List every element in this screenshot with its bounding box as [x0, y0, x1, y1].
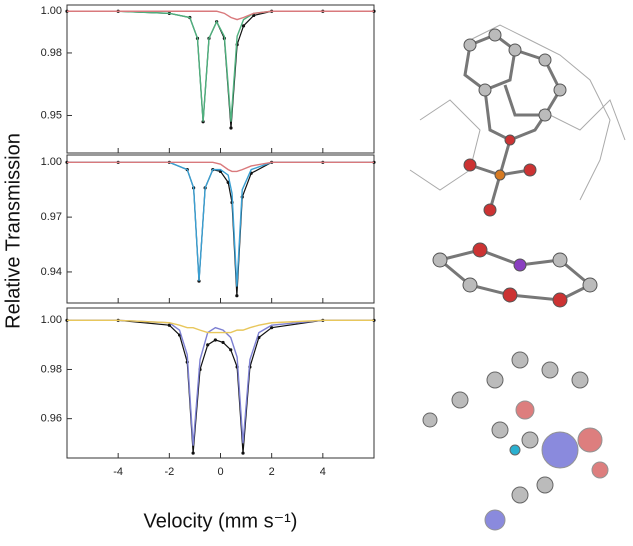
data-point — [241, 24, 246, 28]
spectrum-line — [67, 319, 374, 334]
data-point — [270, 326, 274, 330]
spectrum-line — [67, 161, 374, 173]
y-tick-label: 0.98 — [41, 47, 62, 59]
spectrum-line — [67, 161, 374, 296]
y-tick-label: 0.96 — [41, 413, 62, 425]
plot-frame — [66, 154, 375, 304]
data-point — [191, 451, 195, 455]
data-point — [221, 340, 225, 345]
spectrum-line — [67, 161, 374, 287]
data-point — [229, 126, 233, 130]
spectrum-line — [67, 319, 374, 446]
data-point — [235, 294, 239, 298]
spectrum-line — [67, 10, 374, 122]
y-tick-label: 1.00 — [41, 314, 62, 326]
y-tick-label: 0.97 — [41, 211, 62, 223]
data-point — [206, 343, 210, 347]
x-tick-label: -4 — [113, 466, 123, 478]
y-tick-label: 0.94 — [41, 266, 62, 278]
y-tick-label: 1.00 — [41, 156, 62, 168]
y-tick-label: 0.98 — [41, 363, 62, 375]
x-tick-label: -2 — [164, 466, 174, 478]
spectrum-line — [67, 10, 374, 21]
y-tick-label: 1.00 — [41, 5, 62, 17]
plot-frame — [66, 307, 375, 459]
spectrum-line — [67, 319, 374, 454]
x-tick-label: 4 — [320, 466, 326, 478]
data-point — [229, 348, 233, 352]
data-point — [213, 338, 217, 342]
y-tick-label: 0.95 — [41, 109, 62, 121]
plot-frame — [66, 4, 375, 154]
x-tick-label: 2 — [269, 466, 275, 478]
y-axis-label: Relative Transmission — [2, 133, 24, 329]
data-point — [241, 451, 245, 455]
x-tick-label: 0 — [217, 466, 223, 478]
molecule-structures — [409, 24, 626, 531]
x-axis-label: Velocity (mm s⁻¹) — [144, 510, 298, 532]
data-point — [167, 323, 171, 327]
